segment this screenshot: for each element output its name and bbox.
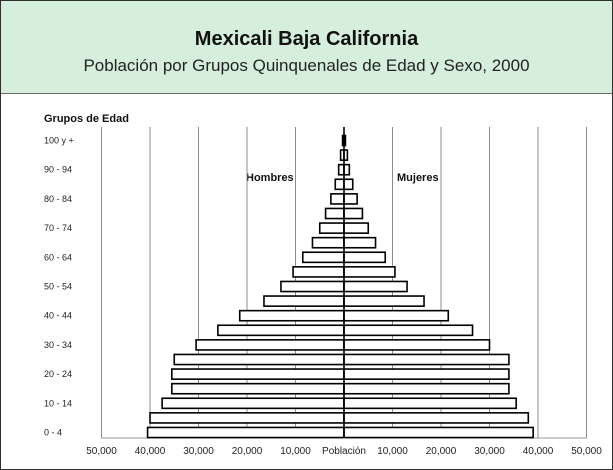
x-tick-label: 50,000 <box>571 446 602 457</box>
y-tick-label: 70 - 74 <box>44 223 72 233</box>
x-tick-label: Población <box>322 446 366 457</box>
bar-hombres <box>173 353 345 366</box>
bar-mujeres <box>343 163 351 176</box>
x-tick-label: 30,000 <box>474 446 505 457</box>
y-tick-label: 50 - 54 <box>44 282 72 292</box>
x-tick-label: 50,000 <box>86 446 117 457</box>
bar-mujeres <box>343 353 510 366</box>
bar-mujeres <box>343 178 354 191</box>
chart-header: Mexicali Baja California Población por G… <box>1 1 612 94</box>
bar-hombres <box>171 368 345 380</box>
y-tick-label: 10 - 14 <box>44 398 72 408</box>
bar-mujeres <box>343 397 517 410</box>
series-label-mujeres: Mujeres <box>397 172 439 184</box>
bar-mujeres <box>343 251 387 264</box>
y-axis-label: Grupos de Edad <box>44 113 129 125</box>
x-tick-label: 30,000 <box>183 446 214 457</box>
y-tick-label: 80 - 84 <box>44 194 72 204</box>
bar-hombres <box>311 236 345 249</box>
y-tick-label: 0 - 4 <box>44 428 62 438</box>
bar-mujeres <box>343 339 491 351</box>
bar-hombres <box>318 222 345 234</box>
bar-hombres <box>263 295 345 307</box>
x-tick-label: 40,000 <box>135 446 166 457</box>
y-tick-label: 20 - 24 <box>44 369 72 379</box>
series-label-hombres: Hombres <box>246 172 294 184</box>
chart-subtitle: Población por Grupos Quinquenales de Eda… <box>83 56 530 75</box>
bar-hombres <box>171 382 345 395</box>
x-tick-label: 10,000 <box>377 446 408 457</box>
bar-mujeres <box>343 236 377 249</box>
bar-hombres <box>324 207 345 220</box>
bar-mujeres <box>343 426 534 439</box>
bar-mujeres <box>343 309 450 322</box>
bar-hombres <box>292 266 345 278</box>
bar-mujeres <box>343 324 474 337</box>
y-tick-label: 100 y + <box>44 136 74 146</box>
bar-hombres <box>330 193 345 205</box>
bar-hombres <box>238 309 345 322</box>
bar-hombres <box>161 397 345 410</box>
y-tick-label: 60 - 64 <box>44 252 72 262</box>
bar-hombres <box>195 339 345 351</box>
y-tick-label: 90 - 94 <box>44 165 72 175</box>
bar-hombres <box>146 426 345 439</box>
x-tick-label: 10,000 <box>280 446 311 457</box>
x-tick-label: 20,000 <box>426 446 457 457</box>
bar-mujeres <box>343 193 358 205</box>
bar-mujeres <box>343 266 396 278</box>
x-tick-label: 20,000 <box>232 446 263 457</box>
bar-hombres <box>301 251 345 264</box>
y-tick-label: 40 - 44 <box>44 311 72 321</box>
bar-mujeres <box>343 280 408 293</box>
x-tick-label: 40,000 <box>523 446 554 457</box>
chart-title: Mexicali Baja California <box>194 28 419 50</box>
bar-mujeres <box>343 222 370 234</box>
bar-mujeres <box>343 368 510 380</box>
bar-mujeres <box>343 412 530 424</box>
bar-hombres <box>280 280 345 293</box>
y-tick-label: 30 - 34 <box>44 340 72 350</box>
bar-hombres <box>217 324 345 337</box>
bar-mujeres <box>343 295 425 307</box>
bar-mujeres <box>343 207 364 220</box>
bar-mujeres <box>343 382 510 395</box>
bar-hombres <box>334 178 345 191</box>
bar-hombres <box>149 412 345 424</box>
bar-hombres <box>337 163 345 176</box>
